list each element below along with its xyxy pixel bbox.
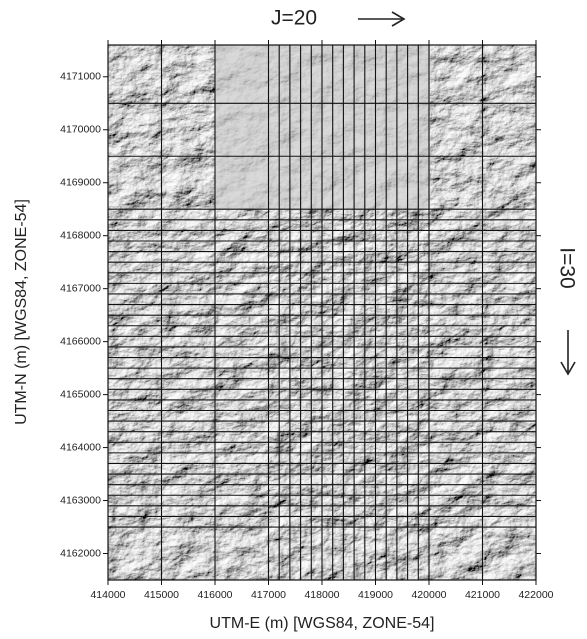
x-tick-label: 416000 (197, 589, 232, 601)
y-tick-label: 4167000 (60, 282, 101, 294)
map-figure: 414000 415000 416000 417000 418000 419000 4200… (0, 0, 587, 639)
x-tick-label: 414000 (90, 589, 125, 601)
x-tick-label: 420000 (411, 589, 446, 601)
x-tick-label: 417000 (251, 589, 286, 601)
i-label: I=30 (555, 247, 578, 288)
x-tick-label: 422000 (518, 589, 553, 601)
y-tick-label: 4164000 (60, 441, 101, 453)
y-tick-label: 4166000 (60, 335, 101, 347)
y-tick-label: 4162000 (60, 547, 101, 559)
y-tick-label: 4171000 (60, 71, 101, 83)
y-tick-label: 4163000 (60, 494, 101, 506)
x-tick-label: 419000 (358, 589, 393, 601)
i-arrow (561, 330, 575, 374)
j-arrow (358, 12, 404, 26)
y-tick-label: 4170000 (60, 124, 101, 136)
x-tick-label: 421000 (465, 589, 500, 601)
x-tick-label: 418000 (304, 589, 339, 601)
y-tick-label: 4165000 (60, 388, 101, 400)
x-axis-title: UTM-E (m) [WGS84, ZONE-54] (210, 615, 435, 632)
x-tick-label: 415000 (144, 589, 179, 601)
j-label: J=20 (271, 7, 317, 30)
y-tick-label: 4169000 (60, 177, 101, 189)
y-tick-label: 4168000 (60, 229, 101, 241)
y-axis-title: UTM-N (m) [WGS84, ZONE-54] (13, 199, 30, 425)
